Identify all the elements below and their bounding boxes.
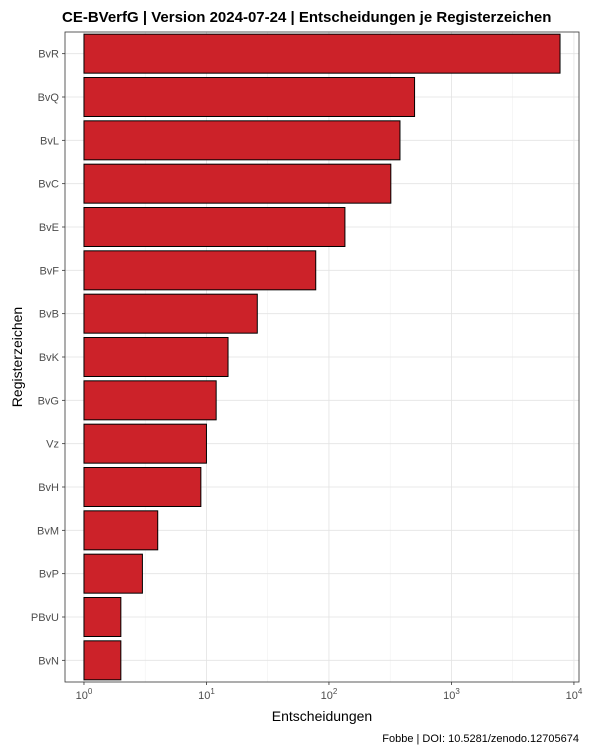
bar-BvB xyxy=(83,293,258,334)
bar-BvQ xyxy=(83,77,416,117)
x-tick-layer: 100 101 102 103 104 xyxy=(76,682,583,702)
chart-title: CE-BVerfG | Version 2024-07-24 | Entsche… xyxy=(62,9,551,26)
bar-BvK xyxy=(83,337,229,377)
bar-Vz xyxy=(83,423,207,464)
bar-BvE xyxy=(83,207,346,247)
y-tick-label: Vz xyxy=(46,439,59,451)
y-tick-label: BvP xyxy=(39,569,59,581)
y-tick-label: PBvU xyxy=(31,612,59,624)
bar-BvC xyxy=(83,163,392,204)
x-tick-label: 100 xyxy=(76,687,93,702)
bar-layer xyxy=(83,33,561,681)
y-tick-label: BvH xyxy=(38,482,59,494)
bar-BvM xyxy=(83,510,159,551)
y-tick-label: BvK xyxy=(39,352,60,364)
caption: Fobbe | DOI: 10.5281/zenodo.12705674 xyxy=(382,733,579,745)
bar-BvL xyxy=(83,120,401,161)
y-tick-label: BvB xyxy=(39,309,59,321)
y-tick-label: BvC xyxy=(38,179,59,191)
y-tick-label: BvN xyxy=(38,655,59,667)
y-axis-title: Registerzeichen xyxy=(9,307,25,407)
y-tick-label: BvE xyxy=(39,222,59,234)
y-tick-label: BvQ xyxy=(38,92,60,104)
bar-BvH xyxy=(83,467,202,507)
x-tick-label: 103 xyxy=(443,687,460,702)
x-tick-label: 102 xyxy=(321,687,338,702)
y-tick-label: BvG xyxy=(38,395,59,407)
bar-PBvU xyxy=(83,597,122,637)
bar-BvG xyxy=(83,380,217,421)
x-tick-label: 104 xyxy=(566,687,583,702)
y-tick-label: BvL xyxy=(40,135,59,147)
bar-BvF xyxy=(83,250,317,291)
y-tick-label: BvR xyxy=(38,49,59,61)
y-tick-layer: BvR BvQ BvL BvC BvE BvF BvB BvK BvG Vz BvH BvM BvP PB… xyxy=(31,49,65,667)
y-tick-label: BvF xyxy=(39,265,59,277)
bar-BvR xyxy=(83,33,561,74)
bar-BvN xyxy=(83,640,122,681)
y-tick-label: BvM xyxy=(37,525,59,537)
x-axis-title: Entscheidungen xyxy=(272,708,372,724)
x-tick-label: 101 xyxy=(198,687,215,702)
bar-BvP xyxy=(83,553,143,594)
